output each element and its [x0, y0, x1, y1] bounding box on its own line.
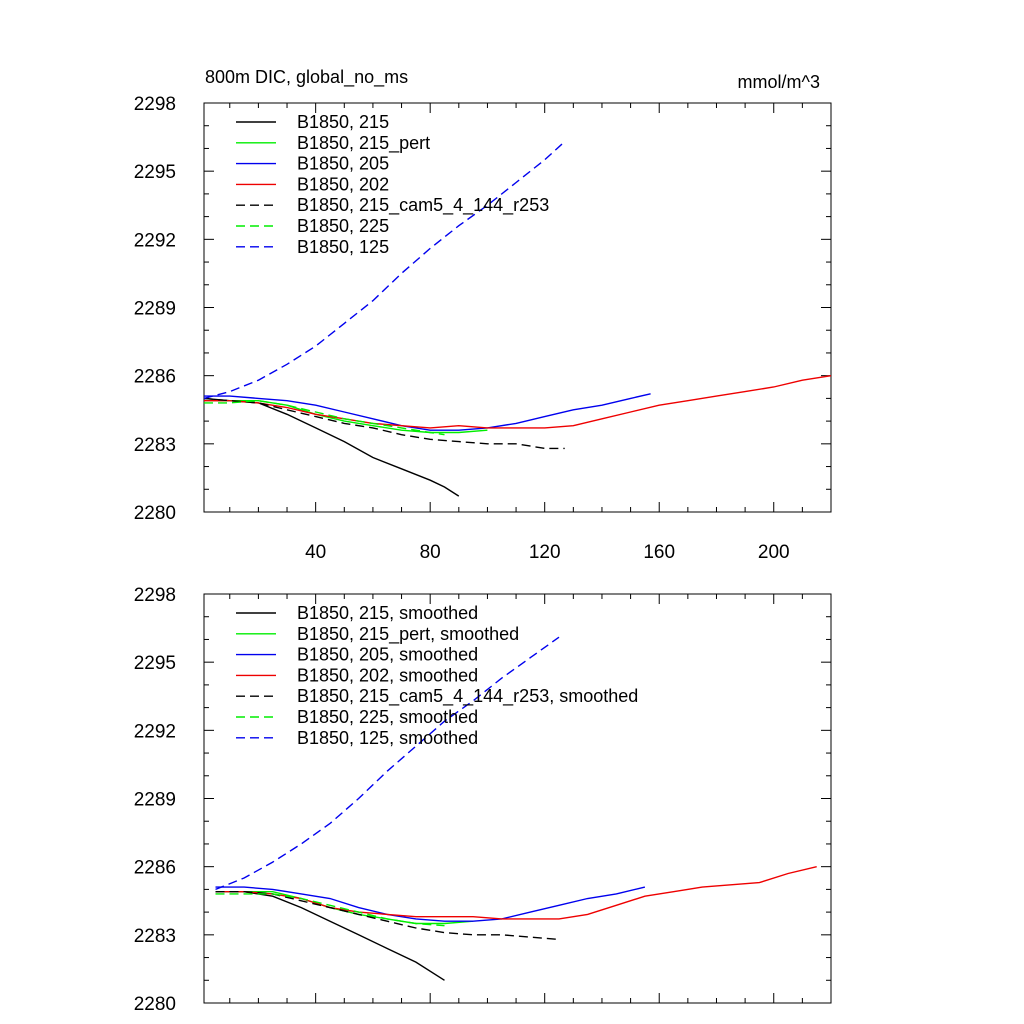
x-tick-label: 200 [758, 542, 790, 563]
series-line-3 [215, 866, 817, 920]
legend-label: B1850, 225, smoothed [297, 707, 478, 727]
legend-label: B1850, 125, smoothed [297, 728, 478, 748]
legend-label: B1850, 215_pert [297, 133, 430, 154]
top-panel: 800m DIC, global_no_ms mmol/m^3 40 80 120 1… [134, 67, 832, 563]
series-line-2 [204, 393, 651, 431]
y-tick-label: 2286 [134, 858, 176, 879]
y-tick-label: 2280 [134, 503, 176, 524]
series-line-5 [215, 893, 445, 927]
x-tick-label: 160 [643, 542, 675, 563]
y-tick-label: 2295 [134, 162, 176, 183]
bottom-panel: 2280 2283 2286 2289 2292 2295 2298 B1850, 215, … [134, 585, 832, 1015]
series-line-1 [215, 891, 474, 925]
y-tick-label: 2295 [134, 653, 176, 674]
y-tick-label: 2280 [134, 994, 176, 1015]
legend-label: B1850, 205, smoothed [297, 645, 478, 665]
x-tick-label: 40 [305, 542, 326, 563]
y-tick-label: 2292 [134, 721, 176, 742]
x-tick-label: 120 [529, 542, 561, 563]
x-tick-label: 80 [420, 542, 441, 563]
series-line-5 [204, 399, 445, 436]
series-line-6 [203, 141, 566, 400]
series-line-4 [203, 397, 565, 450]
series-line-4 [215, 891, 560, 941]
y-tick-label: 2298 [134, 94, 176, 115]
y-tick-label: 2286 [134, 367, 176, 388]
y-tick-label: 2298 [134, 585, 176, 606]
y-tick-label: 2292 [134, 230, 176, 251]
legend-label: B1850, 202, smoothed [297, 665, 478, 685]
legend-label: B1850, 215_cam5_4_144_r253 [297, 195, 549, 216]
legend-label: B1850, 215 [297, 112, 389, 132]
legend-label: B1850, 125 [297, 237, 389, 257]
series-line-1 [204, 400, 488, 434]
legend-label: B1850, 215_cam5_4_144_r253, smoothed [297, 686, 638, 707]
series-line-6 [215, 636, 560, 891]
chart-title: 800m DIC, global_no_ms [205, 67, 408, 88]
series-line-2 [215, 886, 646, 922]
legend-label: B1850, 215_pert, smoothed [297, 624, 519, 645]
legend-label: B1850, 202 [297, 174, 389, 194]
series-line-0 [203, 397, 460, 497]
legend-label: B1850, 225 [297, 216, 389, 236]
series-line-3 [204, 375, 832, 429]
series-line-0 [215, 891, 445, 981]
units-label: mmol/m^3 [738, 72, 820, 92]
y-tick-label: 2289 [134, 299, 176, 320]
y-tick-label: 2283 [134, 435, 176, 456]
legend-label: B1850, 215, smoothed [297, 603, 478, 623]
legend-label: B1850, 205 [297, 154, 389, 174]
y-tick-label: 2283 [134, 926, 176, 947]
y-tick-label: 2289 [134, 790, 176, 811]
